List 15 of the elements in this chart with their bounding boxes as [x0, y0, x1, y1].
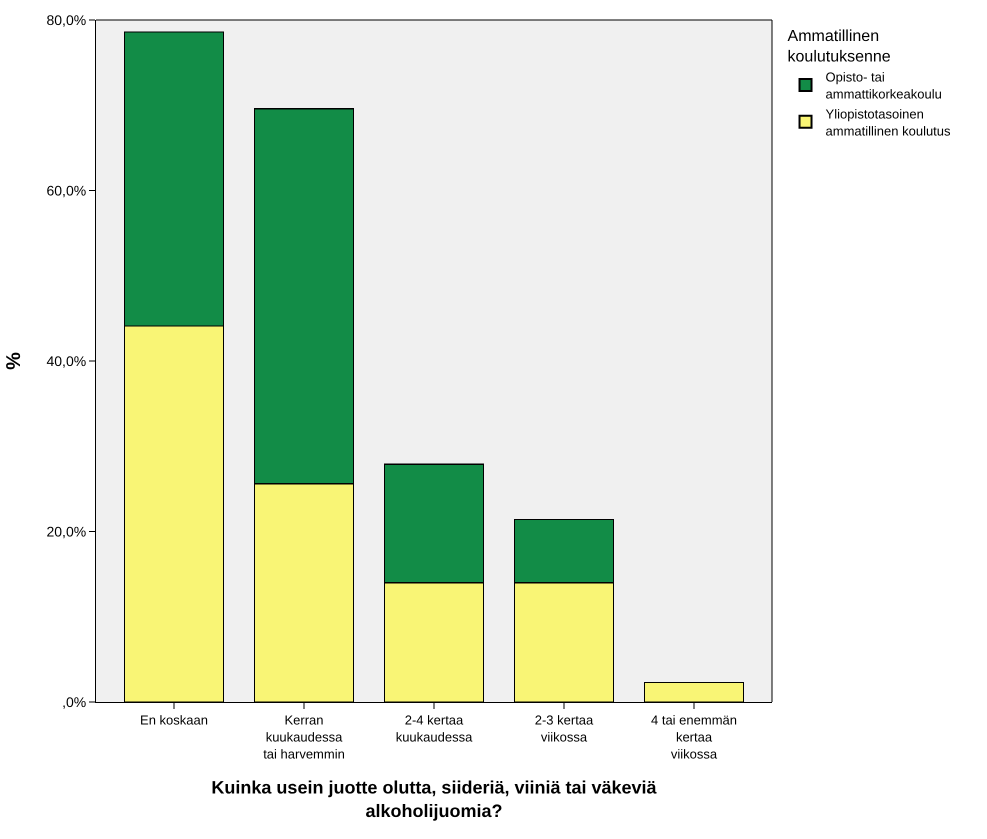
y-axis-title: % — [2, 352, 25, 370]
x-axis-title: Kuinka usein juotte olutta, siideriä, viiniä tai väkeviä alkoholijuomia? — [211, 778, 658, 821]
x-tick-label: 4 tai enemmän kertaa viikossa — [651, 712, 737, 762]
legend-label: Opisto- tai ammattikorkeakoulu — [826, 70, 942, 102]
x-tick-label: 2-4 kertaa kuukaudessa — [396, 712, 474, 744]
x-tick-label: Kerran kuukaudessa tai harvemmin — [263, 712, 345, 762]
x-tick-label: 2-3 kertaa viikossa — [534, 712, 594, 744]
y-tick-label: 80,0% — [46, 12, 86, 28]
y-tick-label: 20,0% — [46, 523, 86, 540]
y-tick-label: 40,0% — [46, 352, 86, 369]
legend-label: Yliopistotasoinen ammatillinen koulutus — [826, 106, 952, 138]
legend-title: Ammatillinen koulutuksenne — [788, 28, 891, 66]
y-tick-label: 60,0% — [46, 182, 86, 198]
y-tick-label: ,0% — [62, 694, 86, 710]
x-tick-label: En koskaan — [140, 712, 208, 728]
